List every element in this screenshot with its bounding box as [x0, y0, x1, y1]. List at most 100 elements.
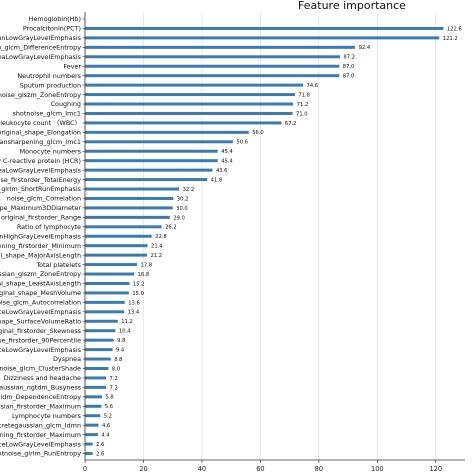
bar-18 [85, 187, 180, 191]
category-label-20: shape_Maximum3DDiameter [0, 204, 81, 212]
category-label-39: gaussian_ngtdm_Busyness [0, 384, 82, 392]
bar-32 [85, 319, 118, 323]
category-label-26: Total platelets [35, 261, 81, 269]
value-label-2: 121.2 [443, 36, 458, 42]
bar-15 [85, 159, 218, 163]
bar-14 [85, 149, 218, 153]
value-label-23: 22.8 [155, 234, 167, 240]
bar-7 [85, 83, 304, 87]
category-label-32: shape_SurfaceVolumeRatio [0, 317, 81, 325]
value-label-34: 9.8 [117, 338, 125, 344]
bar-19 [85, 196, 174, 200]
bar-4 [85, 55, 340, 59]
value-label-37: 8.0 [112, 366, 120, 372]
bar-31 [85, 310, 125, 314]
value-label-12: 56.0 [252, 130, 264, 136]
value-label-32: 11.2 [121, 319, 133, 325]
category-label-34: oise_firstorder_90Percentile [0, 336, 81, 344]
value-label-19: 30.2 [177, 196, 189, 202]
value-label-27: 16.8 [138, 272, 150, 278]
x-tick-label-4: 80 [315, 465, 323, 473]
value-label-43: 4.6 [102, 423, 110, 429]
bar-26 [85, 263, 138, 267]
category-label-9: Coughing [51, 100, 81, 108]
category-label-8: hotnoise_glszm_ZoneEntropy [0, 91, 81, 99]
bar-41 [85, 404, 102, 408]
value-labels: 122.6 121.2 92.4 87.2 87.0 87.0 74.6 71.8 71.2 71… [96, 26, 462, 457]
bar-42 [85, 414, 101, 418]
value-label-3: 92.4 [359, 45, 371, 51]
value-label-29: 15.0 [132, 291, 144, 297]
bar-3 [85, 45, 356, 49]
value-label-8: 71.8 [298, 92, 310, 98]
chart-title: Feature importance [298, 0, 406, 12]
category-label-36: Dyspnea [53, 355, 81, 363]
category-label-37: hotnoise_glcm_ClusterShade [0, 365, 81, 373]
category-label-2: RunLowGrayLevelEmphasis [0, 34, 82, 42]
bar-23 [85, 234, 152, 238]
value-label-1: 122.6 [447, 26, 462, 32]
bar-2 [85, 36, 440, 40]
value-label-14: 45.4 [221, 149, 233, 155]
category-label-1: Procalcitonin(PCT) [23, 25, 81, 33]
bar-12 [85, 130, 249, 134]
category-label-41: aussian_firstorder_Maximum [0, 402, 81, 410]
category-label-43: iscretegaussian_glcm_Idmn [0, 421, 81, 429]
value-label-45: 2.6 [96, 442, 104, 448]
category-label-24: pening_firstorder_Minimum [0, 242, 81, 250]
bar-46 [85, 452, 93, 455]
bar-40 [85, 395, 102, 399]
bar-25 [85, 253, 147, 257]
category-labels: Hemoglobin(Hb) Procalcitonin(PCT)RunLowGr… [0, 15, 82, 458]
x-tick-label-5: 100 [371, 465, 384, 473]
category-label-33: riginal_firstorder_Skewness [0, 327, 82, 335]
bar-24 [85, 244, 148, 248]
x-tick-label-0: 0 [83, 465, 87, 473]
value-label-31: 13.4 [128, 310, 140, 316]
value-label-10: 71.0 [296, 111, 308, 117]
bar-37 [85, 366, 109, 370]
value-label-25: 21.2 [150, 253, 162, 259]
bar-44 [85, 433, 98, 437]
bar-13 [85, 140, 233, 144]
category-label-21: original_firstorder_Range [1, 214, 81, 222]
value-label-6: 87.0 [343, 74, 355, 80]
category-label-5: Fever [63, 62, 81, 70]
bar-28 [85, 281, 130, 285]
bar-33 [85, 329, 116, 333]
category-label-12: original_shape_Elongation [0, 129, 81, 137]
x-tick-label-3: 60 [256, 465, 264, 473]
category-label-29: riginal_shape_MeshVolume [0, 289, 81, 297]
category-label-31: nceLowGrayLevelEmphasis [0, 308, 82, 316]
value-label-4: 87.2 [343, 55, 355, 61]
category-label-22: Ratio of lymphocyte [17, 223, 81, 231]
value-label-18: 32.2 [183, 187, 195, 193]
bar-11 [85, 121, 282, 125]
category-label-14: Monocyte numbers [20, 147, 82, 155]
category-label-44: ening_firstorder_Maximum [0, 431, 81, 439]
category-label-35: nceLowGrayLevelEmphasis [0, 346, 82, 354]
value-label-35: 9.4 [116, 347, 125, 353]
value-label-46: 2.6 [96, 451, 104, 457]
value-label-28: 15.2 [133, 281, 145, 287]
bar-27 [85, 272, 135, 276]
category-label-3: gan_glcm_DifferenceEntropy [0, 44, 81, 52]
value-label-41: 5.6 [105, 404, 113, 410]
value-label-9: 71.2 [297, 102, 309, 108]
x-tick-label-6: 120 [429, 465, 442, 473]
category-label-0: Hemoglobin(Hb) [29, 15, 81, 23]
bar-5 [85, 64, 340, 68]
bar-43 [85, 423, 99, 427]
category-label-13: -ciansharpening_glcm_Imc1 [0, 138, 81, 146]
bar-36 [85, 357, 111, 361]
category-label-11: leukocyte count （WBC） [0, 119, 81, 127]
x-tick-label-1: 20 [139, 465, 147, 473]
bar-16 [85, 168, 213, 172]
value-label-22: 26.2 [165, 225, 177, 231]
value-label-30: 13.6 [128, 300, 140, 306]
value-label-39: 7.2 [110, 385, 118, 391]
value-label-36: 8.8 [114, 357, 122, 363]
value-label-33: 10.4 [119, 329, 131, 335]
value-label-21: 29.0 [173, 215, 185, 221]
value-label-42: 5.2 [104, 414, 112, 420]
